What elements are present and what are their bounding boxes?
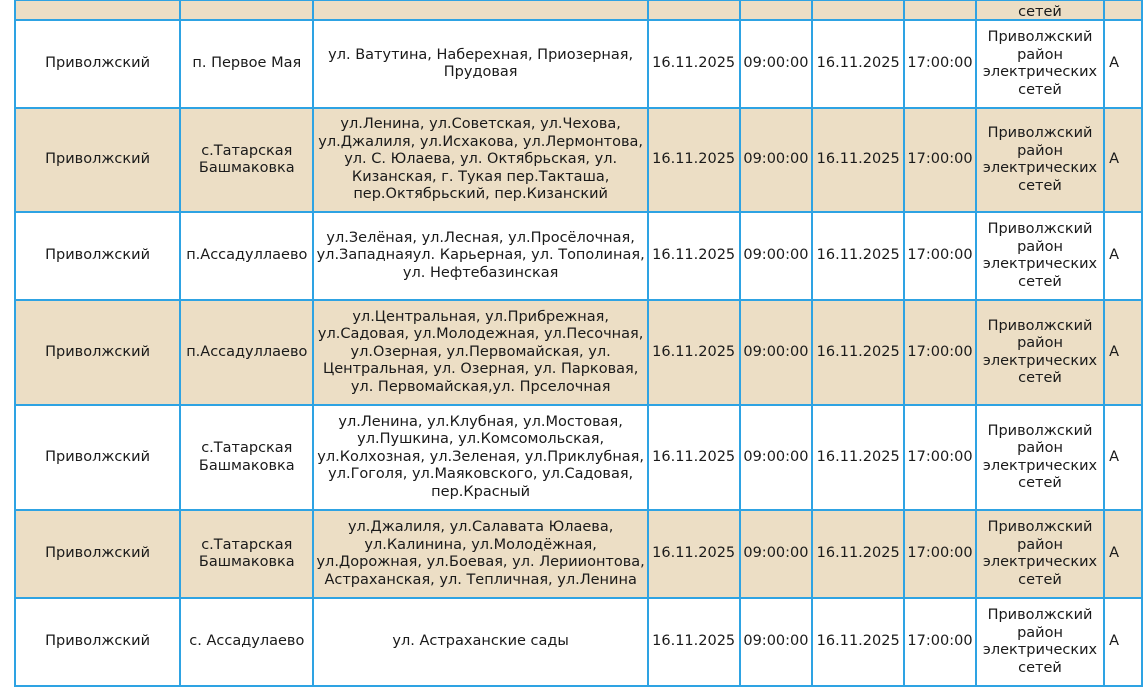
date-end-cell: 16.11.2025 [811,404,906,511]
org-cell: Приволжский район электрических сетей [974,299,1106,406]
time-end-cell: 17:00:00 [903,404,977,511]
time-end-cell: 17:00:00 [903,509,977,599]
extra-cell: А [1103,211,1143,301]
cell [179,0,315,21]
streets-cell: ул.Ленина, ул.Советская, ул.Чехова, ул.Д… [312,107,649,213]
streets-cell: ул.Центральная, ул.Прибрежная, ул.Садова… [312,299,649,406]
extra-cell: А [1103,509,1143,599]
cell [811,0,906,21]
table-row: Приволжский с.Татарская Башмаковка ул.Джал… [13,509,1143,599]
extra-cell: А [1103,597,1143,687]
time-end-cell: 17:00:00 [903,597,977,687]
locality-cell: с.Татарская Башмаковка [179,107,315,213]
table-row-partial: сетей [13,0,1143,21]
cell [1103,0,1143,21]
org-cell: Приволжский район электрических сетей [974,509,1106,599]
table-row: Приволжский п.Ассадуллаево ул.Центральная,… [13,299,1143,406]
time-start-cell: 09:00:00 [738,597,814,687]
locality-cell: с.Татарская Башмаковка [179,404,315,511]
date-end-cell: 16.11.2025 [811,107,906,213]
streets-cell: ул. Астраханские сады [312,597,649,687]
cell [738,0,814,21]
table-row: Приволжский с. Ассадулаево ул. Астрахански… [13,597,1143,687]
district-cell: Приволжский [13,597,182,687]
date-start-cell: 16.11.2025 [646,211,741,301]
streets-cell: ул.Ленина, ул.Клубная, ул.Мостовая, ул.П… [312,404,649,511]
district-cell: Приволжский [13,19,182,109]
locality-cell: с. Ассадулаево [179,597,315,687]
district-cell: Приволжский [13,404,182,511]
time-start-cell: 09:00:00 [738,211,814,301]
table-row: Приволжский с.Татарская Башмаковка ул.Лени… [13,107,1143,213]
time-end-cell: 17:00:00 [903,211,977,301]
time-end-cell: 17:00:00 [903,299,977,406]
table-row: Приволжский п.Ассадуллаево ул.Зелёная, ул.… [13,211,1143,301]
date-start-cell: 16.11.2025 [646,597,741,687]
time-start-cell: 09:00:00 [738,299,814,406]
org-cell: сетей [974,0,1106,21]
time-start-cell: 09:00:00 [738,107,814,213]
org-cell: Приволжский район электрических сетей [974,19,1106,109]
streets-cell: ул. Ватутина, Наберехная, Приозерная, Пр… [312,19,649,109]
date-end-cell: 16.11.2025 [811,211,906,301]
locality-cell: п.Ассадуллаево [179,211,315,301]
date-end-cell: 16.11.2025 [811,299,906,406]
date-end-cell: 16.11.2025 [811,19,906,109]
district-cell: Приволжский [13,107,182,213]
org-cell: Приволжский район электрических сетей [974,107,1106,213]
cell [903,0,977,21]
extra-cell: А [1103,404,1143,511]
time-start-cell: 09:00:00 [738,509,814,599]
extra-cell: А [1103,299,1143,406]
district-cell: Приволжский [13,509,182,599]
district-cell: Приволжский [13,299,182,406]
date-end-cell: 16.11.2025 [811,509,906,599]
cell [13,0,182,21]
time-start-cell: 09:00:00 [738,19,814,109]
time-start-cell: 09:00:00 [738,404,814,511]
table-row: Приволжский п. Первое Мая ул. Ватутина, На… [13,19,1143,109]
date-start-cell: 16.11.2025 [646,509,741,599]
time-end-cell: 17:00:00 [903,19,977,109]
locality-cell: п. Первое Мая [179,19,315,109]
cell [646,0,741,21]
date-end-cell: 16.11.2025 [811,597,906,687]
org-cell: Приволжский район электрических сетей [974,211,1106,301]
date-start-cell: 16.11.2025 [646,404,741,511]
extra-cell: А [1103,19,1143,109]
cell [312,0,649,21]
extra-cell: А [1103,107,1143,213]
date-start-cell: 16.11.2025 [646,299,741,406]
streets-cell: ул.Зелёная, ул.Лесная, ул.Просёлочная, у… [312,211,649,301]
date-start-cell: 16.11.2025 [646,19,741,109]
table-row: Приволжский с.Татарская Башмаковка ул.Лени… [13,404,1143,511]
streets-cell: ул.Джалиля, ул.Салавата Юлаева, ул.Калин… [312,509,649,599]
locality-cell: п.Ассадуллаево [179,299,315,406]
time-end-cell: 17:00:00 [903,107,977,213]
org-cell: Приволжский район электрических сетей [974,597,1106,687]
district-cell: Приволжский [13,211,182,301]
outage-table: сетей Приволжский п. Первое Мая ул. Ватути… [13,0,1143,687]
date-start-cell: 16.11.2025 [646,107,741,213]
org-cell: Приволжский район электрических сетей [974,404,1106,511]
locality-cell: с.Татарская Башмаковка [179,509,315,599]
